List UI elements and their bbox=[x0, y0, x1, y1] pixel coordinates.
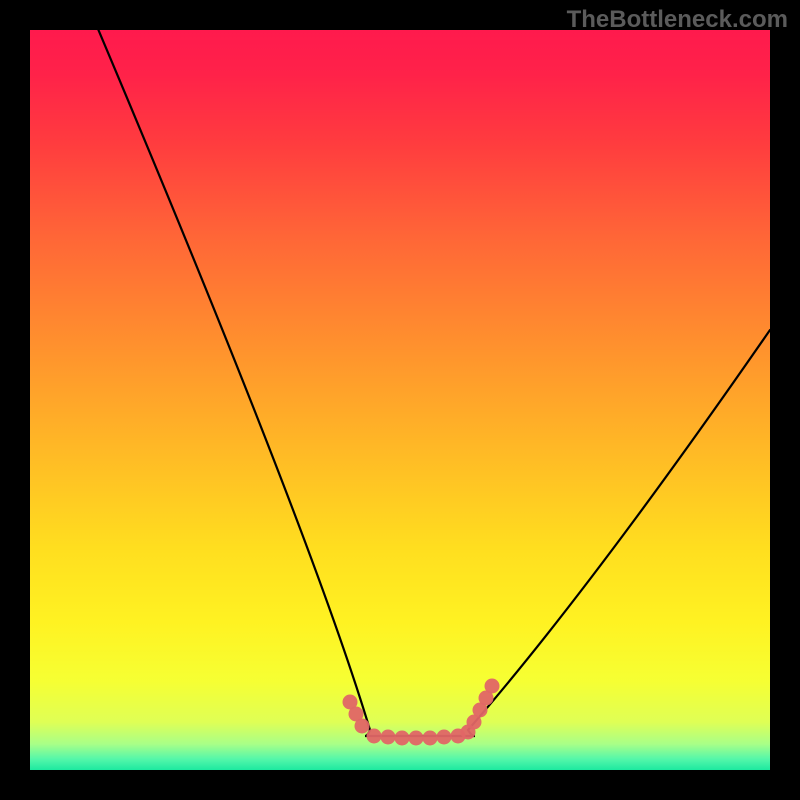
marker-point bbox=[437, 730, 452, 745]
marker-point bbox=[395, 731, 410, 746]
heatmap-gradient bbox=[30, 30, 770, 770]
marker-point bbox=[367, 729, 382, 744]
bottleneck-curve-chart bbox=[0, 0, 800, 800]
watermark-label: TheBottleneck.com bbox=[567, 6, 788, 34]
marker-point bbox=[381, 730, 396, 745]
marker-point bbox=[355, 719, 370, 734]
marker-point bbox=[485, 679, 500, 694]
chart-container: TheBottleneck.com bbox=[0, 0, 800, 800]
marker-point bbox=[423, 731, 438, 746]
marker-point bbox=[409, 731, 424, 746]
